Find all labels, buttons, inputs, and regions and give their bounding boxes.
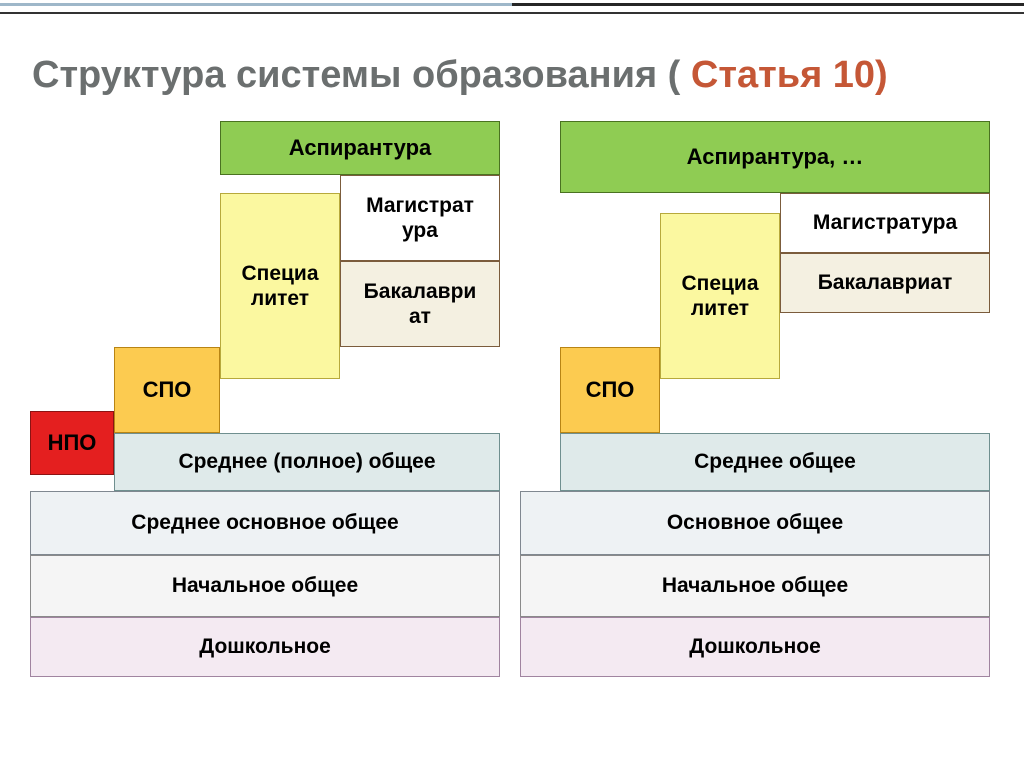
block-srednee-polnoe: Среднее (полное) общее [114, 433, 500, 491]
block-spo: СПО [560, 347, 660, 433]
border-segment-left [0, 3, 512, 12]
title-accent: Статья 10) [691, 54, 888, 96]
block-specialitet: Специа литет [220, 193, 340, 379]
block-srednee: Среднее общее [560, 433, 990, 491]
title-main: Структура системы образования ( [32, 54, 680, 96]
block-magistratura: Магистратура [780, 193, 990, 253]
border-segment-right [512, 3, 1024, 12]
chart-right: Аспирантура, …МагистратураСпециа литетБа… [520, 121, 990, 681]
block-nachalnoe: Начальное общее [520, 555, 990, 617]
block-doshkolnoe: Дошкольное [30, 617, 500, 677]
block-aspirantura: Аспирантура [220, 121, 500, 175]
block-aspirantura: Аспирантура, … [560, 121, 990, 193]
chart-left: АспирантураМагистрат ураСпециа литетБака… [30, 121, 500, 681]
block-bakalavriat: Бакалавриат [780, 253, 990, 313]
block-srednee-osnov: Среднее основное общее [30, 491, 500, 555]
top-border [0, 0, 1024, 14]
block-magistratura: Магистрат ура [340, 175, 500, 261]
charts-row: АспирантураМагистрат ураСпециа литетБака… [0, 121, 1024, 681]
block-npo: НПО [30, 411, 114, 475]
block-osnovnoe: Основное общее [520, 491, 990, 555]
block-spo: СПО [114, 347, 220, 433]
page-title: Структура системы образования ( Статья 1… [32, 54, 992, 97]
block-doshkolnoe: Дошкольное [520, 617, 990, 677]
block-nachalnoe: Начальное общее [30, 555, 500, 617]
block-bakalavriat: Бакалаври ат [340, 261, 500, 347]
block-specialitet: Специа литет [660, 213, 780, 379]
